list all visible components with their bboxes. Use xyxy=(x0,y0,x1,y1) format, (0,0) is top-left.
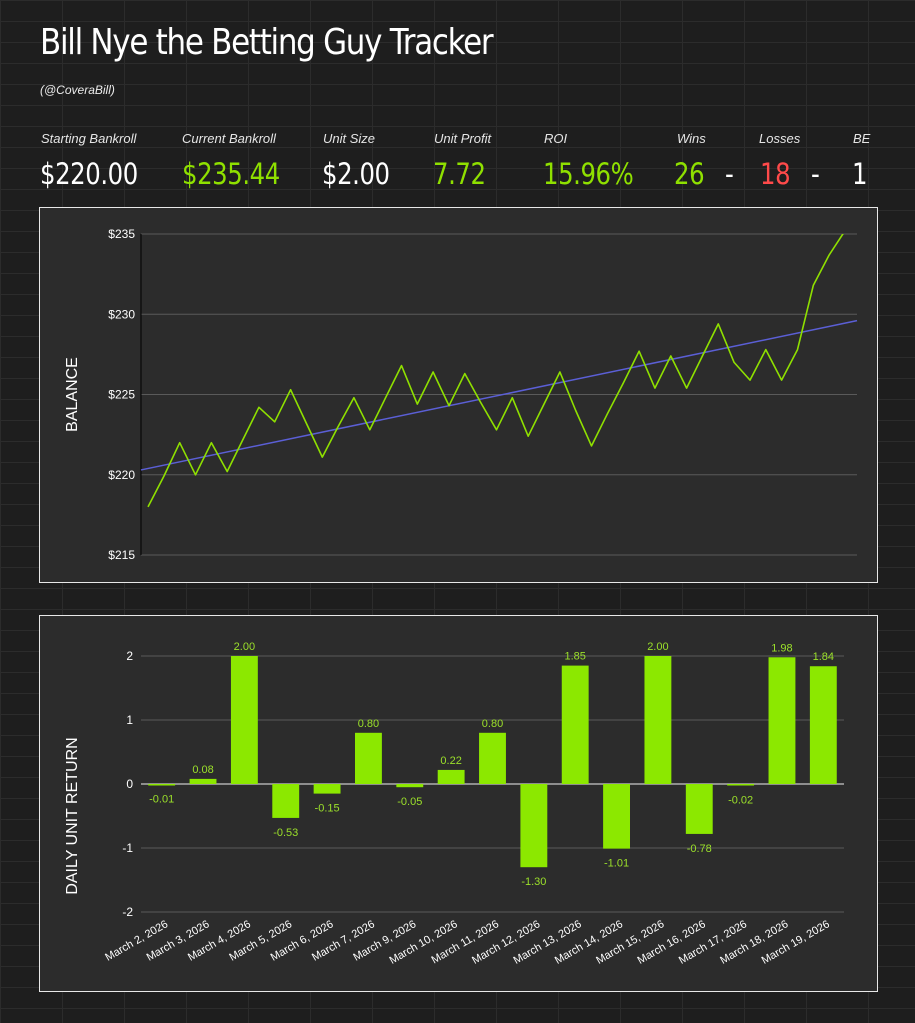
daily-return-chart-panel: -2 -1 0 1 2 DAILY UNIT RETURN -0.01 March 2, 20… xyxy=(39,615,878,992)
wins-value: 26 xyxy=(674,157,705,191)
unit-size-value: $2.00 xyxy=(322,157,390,191)
unit-profit-value: 7.72 xyxy=(433,157,486,191)
data-label: 0.22 xyxy=(440,755,461,767)
bar xyxy=(768,657,796,784)
be-label: BE xyxy=(853,131,871,146)
y-tick-label: $225 xyxy=(108,388,135,402)
losses-value: 18 xyxy=(760,157,791,191)
data-label: -0.01 xyxy=(149,794,174,806)
starting-bankroll-label: Starting Bankroll xyxy=(41,131,137,146)
data-label: -0.05 xyxy=(397,796,422,808)
bar xyxy=(396,784,424,788)
unit-profit-label: Unit Profit xyxy=(434,131,492,146)
bar xyxy=(727,784,755,786)
bar xyxy=(479,732,506,784)
bar xyxy=(148,784,176,786)
bar xyxy=(355,732,382,784)
bar xyxy=(644,656,672,784)
data-label: 0.80 xyxy=(482,718,503,730)
page-title: Bill Nye the Betting Guy Tracker xyxy=(40,22,494,63)
trend-line xyxy=(140,319,858,471)
data-label: -0.78 xyxy=(687,843,712,855)
data-label: 2.00 xyxy=(647,641,668,653)
balance-chart: $215 $220 $225 $230 $235 BALANCE xyxy=(64,227,858,562)
bar xyxy=(189,778,217,784)
y-tick-label: $230 xyxy=(108,307,135,321)
current-bankroll-value: $235.44 xyxy=(182,157,280,191)
unit-size-label: Unit Size xyxy=(323,131,376,146)
balance-line xyxy=(147,234,844,508)
bar xyxy=(230,656,258,784)
losses-label: Losses xyxy=(759,131,801,146)
bar xyxy=(809,666,837,784)
bar xyxy=(520,784,548,868)
bar xyxy=(313,784,341,794)
be-value: 1 xyxy=(852,157,868,191)
data-label: -0.53 xyxy=(273,827,298,839)
y-tick-label: 1 xyxy=(126,713,133,727)
y-tick-label: $215 xyxy=(108,548,135,562)
bar xyxy=(561,665,589,784)
data-label: -0.02 xyxy=(728,794,753,806)
bar xyxy=(272,784,300,818)
bar xyxy=(437,769,465,784)
bar xyxy=(603,784,630,849)
data-label: 2.00 xyxy=(234,641,255,653)
data-label: 0.80 xyxy=(358,718,379,730)
y-tick-label: -1 xyxy=(122,841,133,855)
twitter-handle: (@CoveraBill) xyxy=(40,83,115,97)
data-label: 1.98 xyxy=(771,642,792,654)
roi-label: ROI xyxy=(544,131,568,146)
balance-chart-panel: $215 $220 $225 $230 $235 BALANCE xyxy=(39,207,878,583)
current-bankroll-label: Current Bankroll xyxy=(182,131,276,146)
wins-label: Wins xyxy=(677,131,706,146)
y-tick-label: $235 xyxy=(108,227,135,241)
y-tick-label: 2 xyxy=(126,649,133,663)
data-label: 1.85 xyxy=(564,651,585,663)
data-label: -1.30 xyxy=(521,876,546,888)
y-tick-label: -2 xyxy=(122,905,133,919)
y-axis-title: BALANCE xyxy=(64,357,81,432)
data-label: 1.84 xyxy=(813,651,834,663)
y-axis-title: DAILY UNIT RETURN xyxy=(64,737,81,894)
y-tick-label: 0 xyxy=(126,777,133,791)
data-label: -0.15 xyxy=(315,803,340,815)
data-label: -1.01 xyxy=(604,858,629,870)
data-label: 0.08 xyxy=(192,764,213,776)
starting-bankroll-value: $220.00 xyxy=(40,157,138,191)
separator-wins-losses: - xyxy=(725,157,734,191)
roi-value: 15.96% xyxy=(543,157,634,191)
bar xyxy=(685,784,713,834)
y-tick-label: $220 xyxy=(108,468,135,482)
separator-losses-be: - xyxy=(811,157,820,191)
